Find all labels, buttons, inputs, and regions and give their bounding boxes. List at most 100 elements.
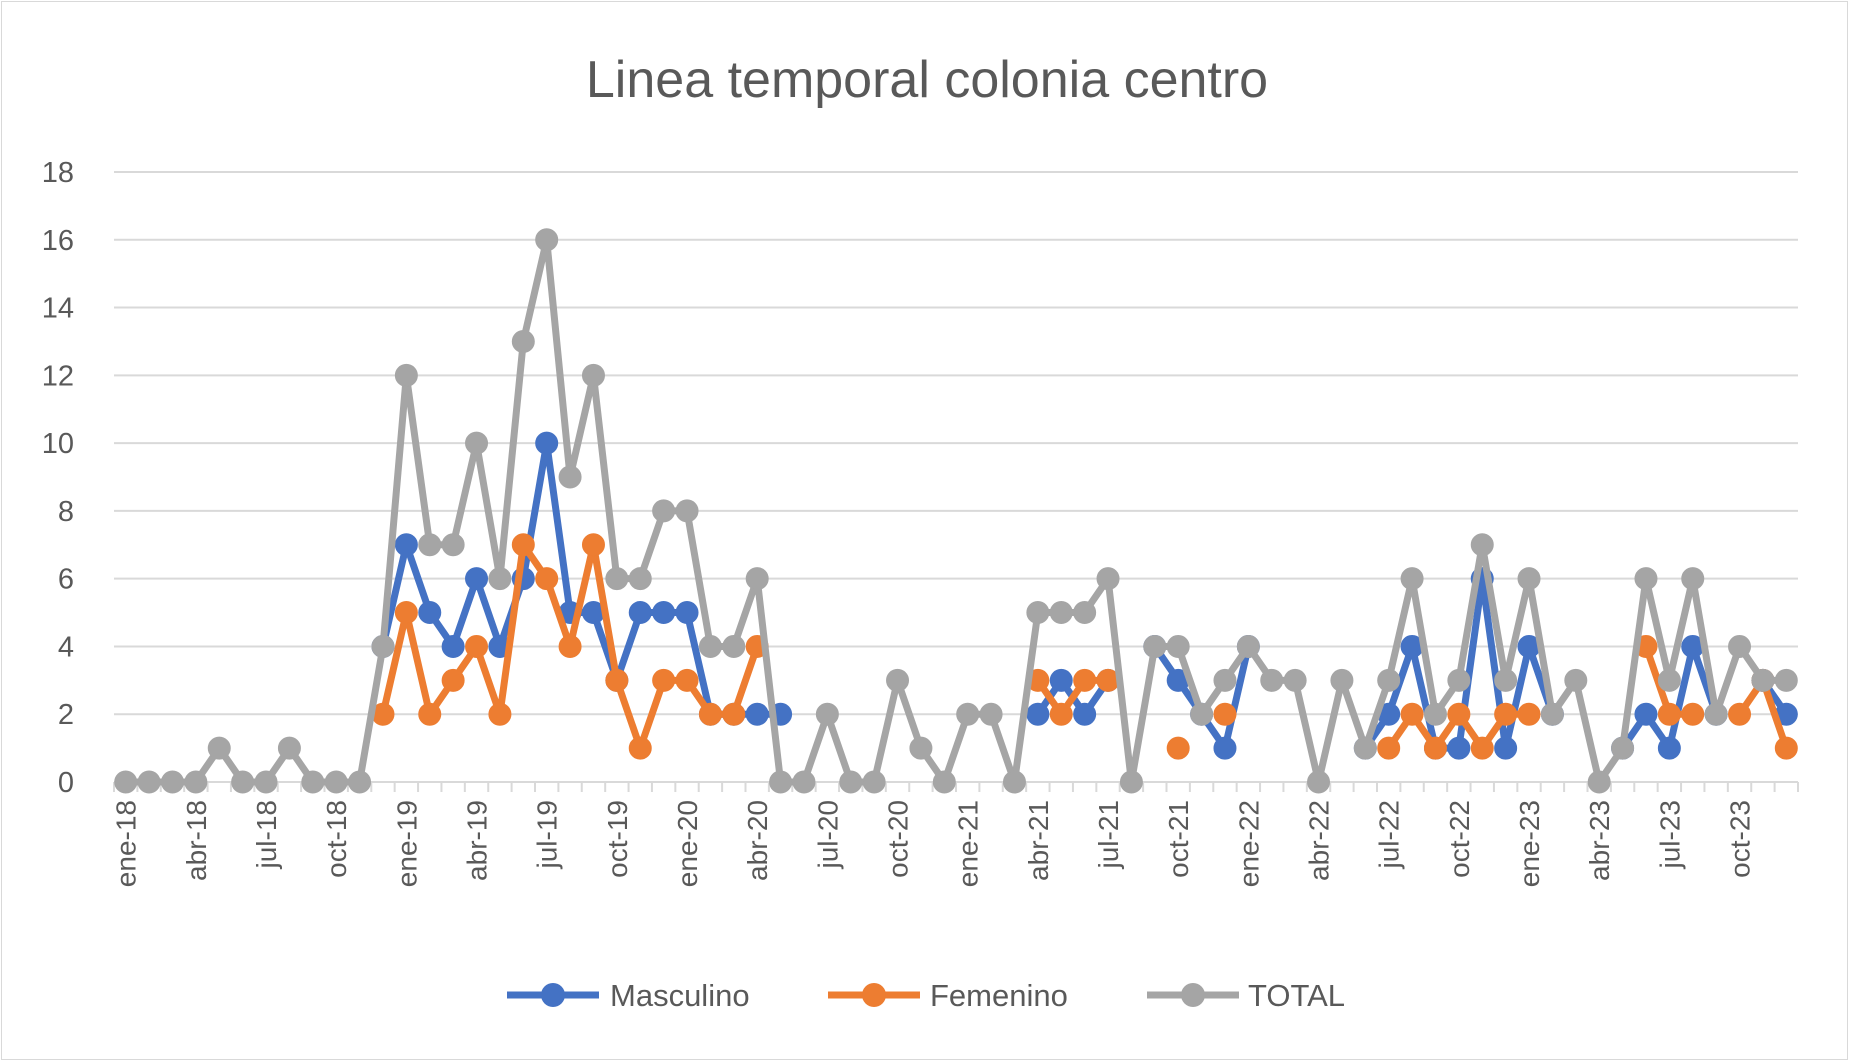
data-point xyxy=(1236,634,1260,658)
data-point xyxy=(1587,770,1611,794)
data-point xyxy=(1657,736,1681,760)
data-point xyxy=(1447,668,1471,692)
series-total xyxy=(114,228,1798,794)
data-point xyxy=(628,601,652,625)
x-tick-label: abr-20 xyxy=(742,800,773,881)
x-tick-label: ene-21 xyxy=(953,800,984,887)
data-point xyxy=(675,601,699,625)
data-point xyxy=(1423,736,1447,760)
data-point xyxy=(581,533,605,557)
data-point xyxy=(1049,702,1073,726)
data-point xyxy=(418,702,442,726)
data-point xyxy=(394,363,418,387)
data-point xyxy=(1681,702,1705,726)
series-femenino xyxy=(371,533,1798,760)
data-point xyxy=(698,702,722,726)
x-tick-label: ene-18 xyxy=(111,800,142,887)
data-point xyxy=(511,329,535,353)
data-point xyxy=(886,668,910,692)
x-tick-label: oct-18 xyxy=(321,800,352,878)
data-point xyxy=(1330,668,1354,692)
data-point xyxy=(114,770,138,794)
data-point xyxy=(1728,634,1752,658)
data-point xyxy=(465,634,489,658)
data-point xyxy=(231,770,255,794)
data-point xyxy=(1190,702,1214,726)
legend-label: TOTAL xyxy=(1248,978,1345,1013)
data-point xyxy=(394,533,418,557)
data-point xyxy=(1774,668,1798,692)
data-point xyxy=(652,668,676,692)
data-point xyxy=(1073,668,1097,692)
data-point xyxy=(535,431,559,455)
legend-item: Femenino xyxy=(828,978,1068,1013)
data-point xyxy=(792,770,816,794)
data-point xyxy=(862,770,886,794)
x-tick-label: jul-23 xyxy=(1654,800,1685,869)
x-tick-label: ene-23 xyxy=(1514,800,1545,887)
data-point xyxy=(1096,567,1120,591)
x-tick-label: oct-19 xyxy=(602,800,633,878)
x-tick-label: ene-19 xyxy=(391,800,422,887)
data-point xyxy=(1073,702,1097,726)
x-tick-label: oct-20 xyxy=(883,800,914,878)
data-point xyxy=(324,770,348,794)
legend-item: Masculino xyxy=(507,978,750,1013)
data-point xyxy=(1307,770,1331,794)
data-point xyxy=(675,668,699,692)
data-point xyxy=(1283,668,1307,692)
data-point xyxy=(441,634,465,658)
data-point xyxy=(1470,736,1494,760)
data-point xyxy=(581,363,605,387)
data-point xyxy=(1353,736,1377,760)
x-tick-label: jul-18 xyxy=(251,800,282,869)
data-point xyxy=(441,668,465,692)
chart-title: Linea temporal colonia centro xyxy=(586,51,1268,109)
y-tick-label: 16 xyxy=(42,225,74,257)
x-tick-label: oct-22 xyxy=(1444,800,1475,878)
data-point xyxy=(652,499,676,523)
data-point xyxy=(909,736,933,760)
data-point xyxy=(839,770,863,794)
data-point xyxy=(558,465,582,489)
data-point xyxy=(815,702,839,726)
y-tick-label: 10 xyxy=(42,428,74,460)
data-point xyxy=(1423,702,1447,726)
legend: Masculino Femenino TOTAL xyxy=(507,978,1345,1013)
data-point xyxy=(1681,567,1705,591)
data-point xyxy=(979,702,1003,726)
data-point xyxy=(160,770,184,794)
legend-swatch-marker xyxy=(1181,983,1205,1007)
data-point xyxy=(1704,702,1728,726)
data-point xyxy=(1751,668,1775,692)
legend-item: TOTAL xyxy=(1147,978,1345,1013)
data-point xyxy=(184,770,208,794)
data-point xyxy=(1634,702,1658,726)
data-point xyxy=(956,702,980,726)
y-tick-label: 4 xyxy=(58,631,74,663)
data-point xyxy=(722,634,746,658)
data-point xyxy=(1447,736,1471,760)
data-point xyxy=(1517,567,1541,591)
data-point xyxy=(1002,770,1026,794)
x-tick-label: abr-23 xyxy=(1584,800,1615,881)
data-point xyxy=(394,601,418,625)
data-point xyxy=(1400,702,1424,726)
data-point xyxy=(1119,770,1143,794)
data-point xyxy=(1657,702,1681,726)
y-tick-label: 0 xyxy=(58,767,74,799)
data-point xyxy=(1657,668,1681,692)
y-tick-label: 2 xyxy=(58,699,74,731)
data-point xyxy=(769,770,793,794)
data-point xyxy=(535,228,559,252)
data-point xyxy=(301,770,325,794)
data-point xyxy=(1611,736,1635,760)
x-tick-label: ene-20 xyxy=(672,800,703,887)
data-point xyxy=(1026,601,1050,625)
data-point xyxy=(932,770,956,794)
gridlines xyxy=(114,171,1798,716)
data-point xyxy=(745,702,769,726)
x-tick-label: abr-19 xyxy=(462,800,493,881)
data-point xyxy=(207,736,231,760)
